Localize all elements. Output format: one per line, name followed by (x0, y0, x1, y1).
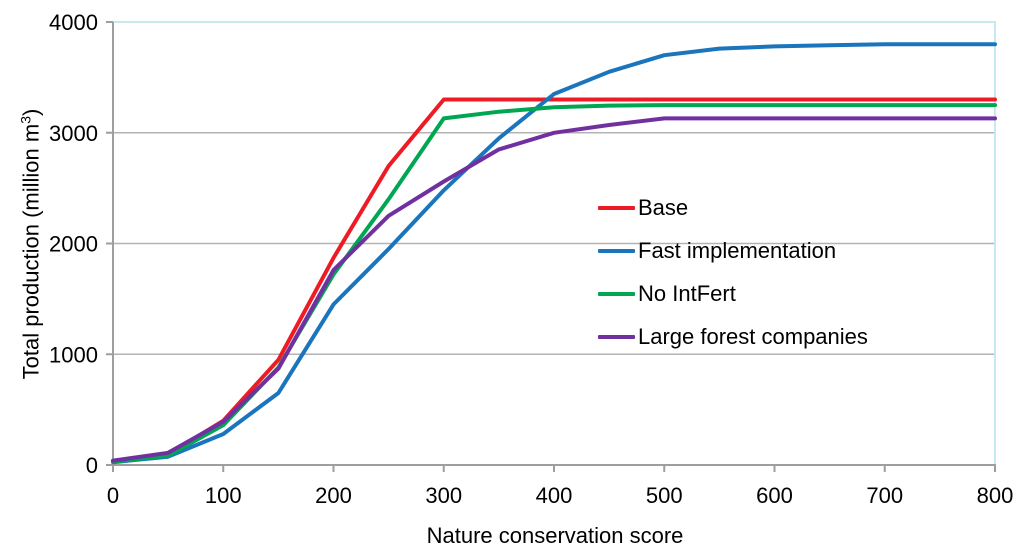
x-tick-label-100: 100 (205, 483, 242, 508)
series-line-base (111, 97, 997, 464)
legend-item-base: Base (598, 186, 868, 229)
legend-label-base: Base (638, 194, 689, 220)
series-line-fast-implementation (111, 42, 997, 465)
y-axis-title: Total production (million m3) (17, 109, 44, 380)
legend-item-no-intfert: No IntFert (598, 272, 868, 315)
legend-label-no-intfert: No IntFert (638, 280, 736, 306)
legend-item-large-forest-companies: Large forest companies (598, 315, 868, 358)
y-tick-label-3000: 3000 (49, 121, 98, 146)
legend-label-fast-implementation: Fast implementation (638, 237, 837, 263)
y-axis-title-text: Total production (million m (18, 123, 44, 380)
y-tick-label-4000: 4000 (49, 10, 98, 35)
y-tick-label-0: 0 (86, 453, 98, 478)
y-axis-title-superscript: 3 (17, 115, 34, 124)
x-tick-label-200: 200 (315, 483, 352, 508)
legend-label-large-forest-companies: Large forest companies (638, 323, 868, 349)
x-tick-label-300: 300 (425, 483, 462, 508)
x-tick-label-500: 500 (646, 483, 683, 508)
x-tick-label-0: 0 (107, 483, 119, 508)
y-axis-title-close: ) (18, 108, 44, 116)
x-axis-title: Nature conservation score (426, 523, 684, 548)
legend-line-swatch-large-forest-companies (598, 334, 635, 339)
x-tick-label-800: 800 (977, 483, 1014, 508)
x-tick-label-400: 400 (536, 483, 573, 508)
legend: Base Fast implementation No IntFert Larg… (598, 186, 868, 358)
y-tick-label-2000: 2000 (49, 232, 98, 257)
y-tick-label-1000: 1000 (49, 342, 98, 367)
legend-line-swatch-base (598, 205, 635, 210)
series-line-large-forest-companies (111, 116, 997, 463)
x-tick-label-700: 700 (866, 483, 903, 508)
x-tick-label-600: 600 (756, 483, 793, 508)
legend-line-swatch-no-intfert (598, 291, 635, 296)
legend-item-fast-implementation: Fast implementation (598, 229, 868, 272)
legend-line-swatch-fast-implementation (598, 248, 635, 253)
